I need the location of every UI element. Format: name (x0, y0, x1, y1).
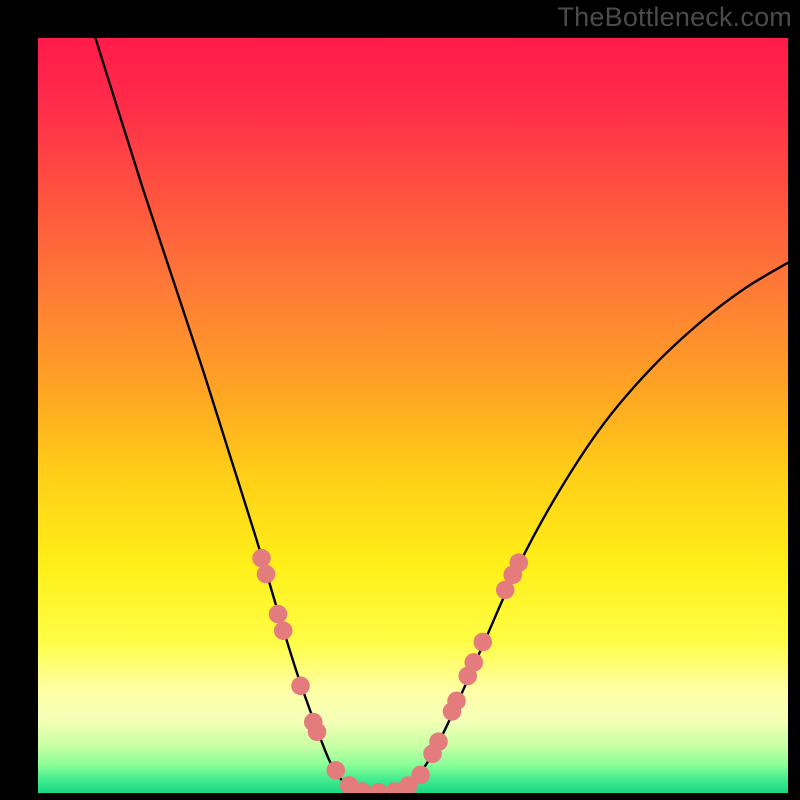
highlight-dot (369, 783, 388, 793)
highlight-dot (291, 676, 310, 695)
chart-stage: TheBottleneck.com (0, 0, 800, 800)
highlight-dot (326, 761, 345, 780)
highlight-dot (411, 766, 430, 785)
watermark-text: TheBottleneck.com (557, 2, 792, 33)
bottleneck-curve (94, 38, 788, 793)
highlight-dot (274, 621, 293, 640)
curve-overlay-svg (38, 38, 788, 793)
highlight-dot (464, 653, 483, 672)
highlight-dot (257, 565, 276, 584)
highlight-dot (308, 723, 327, 742)
highlight-dot (269, 605, 288, 624)
highlight-dot (509, 553, 528, 572)
plot-area (38, 38, 788, 793)
highlight-dot (473, 633, 492, 652)
highlight-dot (252, 549, 271, 568)
highlight-dots (252, 549, 528, 793)
highlight-dot (429, 732, 448, 751)
highlight-dot (447, 692, 466, 711)
